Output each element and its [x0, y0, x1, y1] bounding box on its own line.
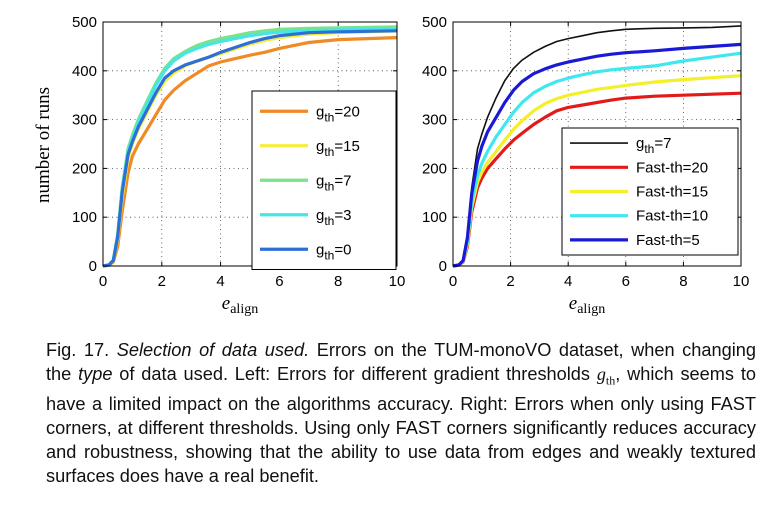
legend-label: Fast-th=20 [636, 159, 708, 176]
right-chart: 0 2 4 6 8 100100200300400500ealigngth=7Fast-t… [422, 14, 749, 317]
legend-label: gth=15 [316, 138, 360, 159]
x-tick-label: 10 [389, 273, 406, 290]
y-tick-label: 300 [422, 112, 447, 129]
x-tick-label: 8 [334, 273, 342, 290]
caption-figure-label: Fig. 17. [46, 340, 110, 360]
y-tick-label: 0 [439, 258, 447, 275]
y-tick-label: 200 [422, 160, 447, 177]
x-axis-label: ealign [569, 293, 605, 317]
caption-text-1: Errors on the TUM-monoVO dataset, when c… [46, 340, 756, 384]
plot-frame [102, 21, 398, 267]
legend-label: gth=7 [636, 135, 671, 156]
plot-frame [452, 21, 742, 267]
x-axis-label: ealign [222, 293, 258, 317]
x-tick-label: 6 [622, 273, 630, 290]
y-tick-label: 100 [72, 209, 97, 226]
y-tick-label: 500 [72, 14, 97, 31]
legend-label: gth=20 [316, 103, 360, 124]
y-tick-label: 400 [72, 63, 97, 80]
y-tick-label: 0 [89, 258, 97, 275]
caption-type-word: type [78, 363, 113, 384]
x-tick-label: 0 [449, 273, 457, 290]
caption-title: Selection of data used. [116, 340, 310, 360]
y-tick-label: 400 [422, 63, 447, 80]
figure-caption: Fig. 17. Selection of data used. Errors … [46, 339, 756, 488]
caption-text-3: , which seems to have a limited impact o… [46, 363, 756, 486]
legend-label: gth=7 [316, 172, 351, 193]
caption-math-gth: gth [596, 363, 616, 388]
legend-label: Fast-th=10 [636, 208, 708, 225]
y-tick-label: 500 [422, 14, 447, 31]
left-ylabel: number of runs [33, 87, 54, 203]
x-tick-label: 4 [564, 273, 572, 290]
x-tick-label: 6 [275, 273, 283, 290]
left-chart: 0 2 4 6 8 100100200300400500ealigngth=20gth=1… [72, 14, 405, 317]
legend-label: Fast-th=5 [636, 232, 700, 249]
legend-label: Fast-th=15 [636, 184, 708, 201]
x-tick-label: 10 [733, 273, 750, 290]
x-tick-label: 0 [99, 273, 107, 290]
x-tick-label: 2 [506, 273, 514, 290]
series-line-4 [452, 42, 742, 268]
y-tick-label: 200 [72, 160, 97, 177]
legend-label: gth=0 [316, 241, 351, 262]
legend-label: gth=3 [316, 207, 351, 228]
figure: number of runs 0 2 4 6 8 100100200300400500ea… [33, 14, 749, 317]
y-tick-label: 100 [422, 209, 447, 226]
x-tick-label: 8 [679, 273, 687, 290]
y-tick-label: 300 [72, 112, 97, 129]
x-tick-label: 2 [158, 273, 166, 290]
series-line-4 [102, 29, 398, 268]
x-tick-label: 4 [216, 273, 224, 290]
caption-text-2: of data used. Left: Errors for different… [112, 363, 597, 384]
